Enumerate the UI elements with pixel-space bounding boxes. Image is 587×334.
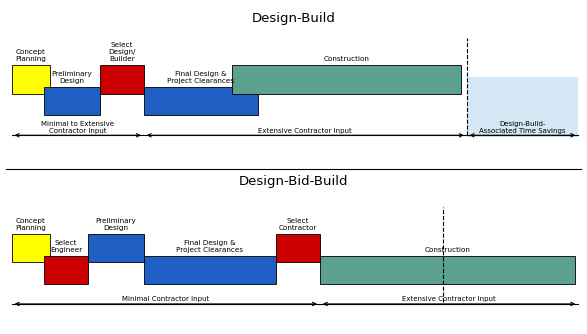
Text: Design-Bid-Build: Design-Bid-Build [239,175,348,188]
Text: Construction: Construction [424,247,471,253]
Text: Extensive Contractor Input: Extensive Contractor Input [258,128,352,134]
Bar [12,234,50,262]
Text: Concept
Planning: Concept Planning [15,218,46,231]
Text: Minimal Contractor Input: Minimal Contractor Input [122,296,210,302]
Bar [144,256,276,284]
Bar [144,87,258,115]
Bar [232,65,461,94]
Bar [467,77,578,137]
Text: Design-Build-
Associated Time Savings: Design-Build- Associated Time Savings [479,121,566,134]
Text: Select
Contractor: Select Contractor [279,218,317,231]
Bar [320,256,575,284]
Text: Final Design &
Project Clearances: Final Design & Project Clearances [176,240,244,253]
Text: Concept
Planning: Concept Planning [15,49,46,62]
Bar [44,87,100,115]
Bar [276,234,320,262]
Text: Select
Engineer: Select Engineer [50,240,82,253]
Bar [44,256,88,284]
Bar [12,65,50,94]
Text: Construction: Construction [323,56,369,62]
Text: Minimal to Extensive
Contractor Input: Minimal to Extensive Contractor Input [41,121,114,134]
Text: Select
Design/
Builder: Select Design/ Builder [108,42,136,62]
Text: Preliminary
Design: Preliminary Design [96,218,136,231]
Text: Design-Build: Design-Build [252,12,335,25]
Bar [88,234,144,262]
Text: Final Design &
Project Clearances: Final Design & Project Clearances [167,71,235,84]
Bar [100,65,144,94]
Text: Preliminary
Design: Preliminary Design [52,71,92,84]
Text: Extensive Contractor Input: Extensive Contractor Input [402,296,496,302]
